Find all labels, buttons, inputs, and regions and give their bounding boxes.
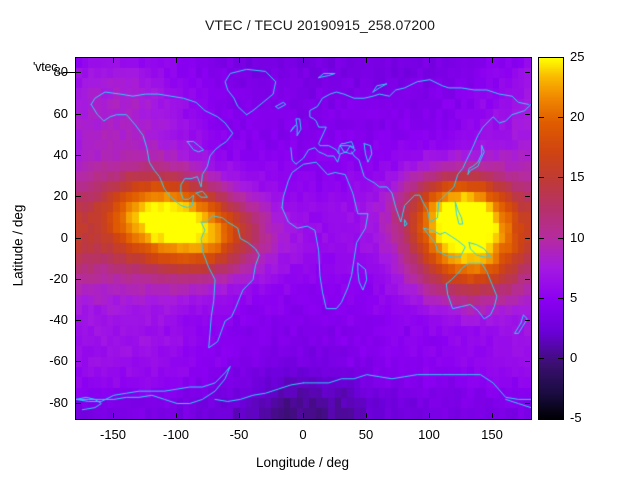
y-tick-label: -20 (49, 271, 68, 286)
x-tick-label: 150 (481, 427, 503, 442)
x-tick-mark-top (303, 58, 304, 63)
colorbar-tick-label: 5 (570, 290, 578, 305)
colorbar-tick-mark-right (558, 298, 563, 299)
x-tick-mark-top (492, 58, 493, 63)
plot-key-sample-line (63, 72, 76, 73)
y-tick-label: 20 (53, 188, 68, 203)
x-tick-mark-top (366, 58, 367, 63)
colorbar-tick-mark (539, 177, 544, 178)
colorbar-tick-label: 15 (570, 169, 585, 184)
plot-key-label: 'vtec_ (33, 60, 65, 74)
colorbar-tick-label: -5 (570, 410, 582, 425)
x-tick-label: 50 (358, 427, 374, 442)
x-tick-mark (239, 413, 240, 418)
y-tick-mark-right (525, 238, 530, 239)
heatmap-plot-area (75, 57, 532, 420)
colorbar-tick-mark-right (558, 358, 563, 359)
y-tick-mark-right (525, 403, 530, 404)
colorbar-tick-mark-right (558, 117, 563, 118)
coastline-overlay-layer (76, 58, 531, 419)
y-tick-mark-right (525, 279, 530, 280)
x-tick-mark-top (239, 58, 240, 63)
x-tick-mark (492, 413, 493, 418)
colorbar-tick-mark (539, 298, 544, 299)
x-tick-mark (366, 413, 367, 418)
x-tick-label: 100 (418, 427, 440, 442)
y-tick-mark (76, 114, 81, 115)
y-tick-mark-right (525, 114, 530, 115)
y-tick-mark (76, 196, 81, 197)
x-tick-label: -150 (99, 427, 127, 442)
x-tick-mark-top (429, 58, 430, 63)
x-tick-mark-top (113, 58, 114, 63)
x-tick-label: -50 (229, 427, 249, 442)
y-tick-mark-right (525, 320, 530, 321)
colorbar-tick-label: 25 (570, 49, 585, 64)
y-tick-label: 0 (60, 230, 68, 245)
y-tick-label: 80 (53, 64, 68, 79)
y-tick-mark (76, 279, 81, 280)
x-tick-label: -100 (162, 427, 190, 442)
y-tick-mark (76, 155, 81, 156)
colorbar-tick-mark-right (558, 238, 563, 239)
y-tick-mark (76, 72, 81, 73)
y-tick-mark (76, 403, 81, 404)
colorbar-tick-mark-right (558, 177, 563, 178)
y-tick-mark-right (525, 361, 530, 362)
y-tick-mark-right (525, 72, 530, 73)
y-tick-mark-right (525, 196, 530, 197)
y-tick-label: -80 (49, 395, 68, 410)
y-tick-mark-right (525, 155, 530, 156)
colorbar-tick-label: 0 (570, 350, 578, 365)
y-tick-label: -60 (49, 353, 68, 368)
x-tick-mark (113, 413, 114, 418)
colorbar-tick-mark (539, 358, 544, 359)
y-tick-label: 40 (53, 147, 68, 162)
x-tick-mark-top (176, 58, 177, 63)
x-tick-mark (303, 413, 304, 418)
colorbar-tick-label: 20 (570, 109, 585, 124)
y-tick-label: 60 (53, 106, 68, 121)
x-tick-label: 0 (299, 427, 307, 442)
x-tick-mark (176, 413, 177, 418)
x-tick-mark (429, 413, 430, 418)
colorbar-tick-mark (539, 238, 544, 239)
colorbar-tick-label: 10 (570, 230, 585, 245)
colorbar-tick-mark (539, 117, 544, 118)
x-axis-title: Longitude / deg (255, 455, 350, 470)
y-tick-mark (76, 320, 81, 321)
y-tick-mark (76, 361, 81, 362)
page-title: VTEC / TECU 20190915_258.07200 (204, 17, 435, 33)
y-tick-label: -40 (49, 312, 68, 327)
y-tick-mark (76, 238, 81, 239)
